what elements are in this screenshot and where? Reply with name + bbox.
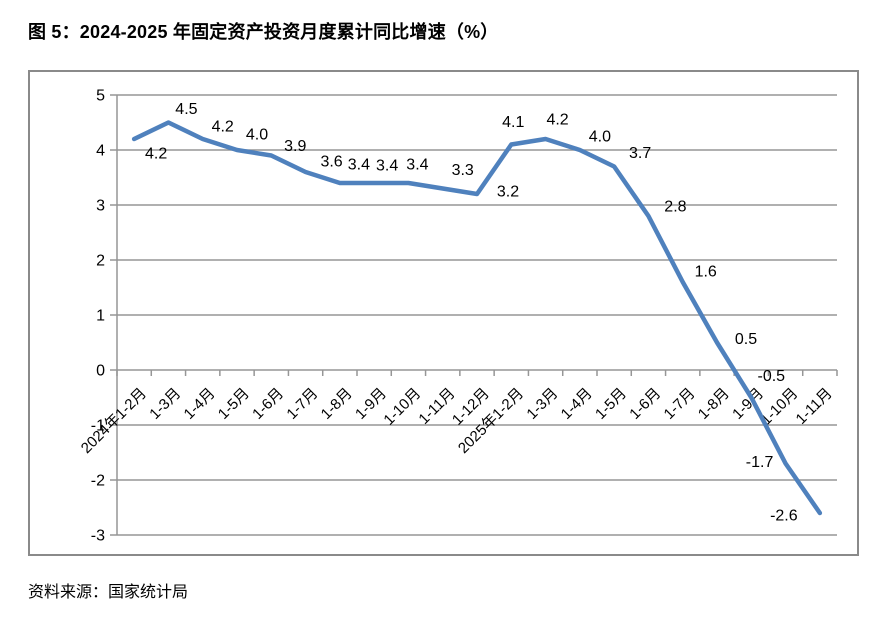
x-category-label: 1-4月 bbox=[181, 385, 219, 423]
data-point-label: 3.3 bbox=[452, 162, 474, 179]
x-category-label: 1-8月 bbox=[318, 385, 356, 423]
x-category-label: 1-7月 bbox=[283, 385, 321, 423]
data-point-label: 3.2 bbox=[497, 184, 519, 201]
y-tick-label: -3 bbox=[91, 528, 105, 545]
data-point-label: 4.2 bbox=[212, 119, 234, 136]
data-point-label: 4.0 bbox=[589, 129, 611, 146]
data-point-label: 0.5 bbox=[735, 331, 757, 348]
x-category-label: 2024年1-2月 bbox=[78, 385, 150, 457]
x-category-label: 1-5月 bbox=[215, 385, 253, 423]
data-point-label: 3.4 bbox=[406, 157, 428, 174]
data-point-label: 3.9 bbox=[284, 138, 306, 155]
data-point-label: 4.5 bbox=[175, 101, 197, 118]
data-point-label: 3.4 bbox=[376, 158, 398, 175]
data-point-label: 3.7 bbox=[629, 145, 651, 162]
x-category-label: 1-3月 bbox=[523, 385, 561, 423]
y-tick-label: -1 bbox=[91, 418, 105, 435]
x-category-label: 1-11月 bbox=[793, 385, 836, 428]
data-series-line bbox=[131, 120, 823, 516]
data-point-label: 4.1 bbox=[502, 114, 524, 131]
data-point-label: 4.0 bbox=[246, 127, 268, 144]
x-category-label: 1-11月 bbox=[415, 385, 458, 428]
data-point-label: 1.6 bbox=[695, 264, 717, 281]
y-tick-label: 3 bbox=[96, 198, 105, 215]
data-point-label: 4.2 bbox=[546, 112, 568, 129]
data-point-label: 2.8 bbox=[664, 199, 686, 216]
data-point-label: 3.6 bbox=[320, 154, 342, 171]
y-tick-label: 1 bbox=[96, 308, 105, 325]
x-category-label: 1-8月 bbox=[695, 385, 733, 423]
data-point-label: -2.6 bbox=[770, 508, 798, 525]
x-category-label: 1-6月 bbox=[249, 385, 287, 423]
source-note: 资料来源：国家统计局 bbox=[28, 584, 189, 601]
chart-frame: 5 4 3 2 1 0 -1 -2 -3 2024年1-2月 1-3月 1-4月 1-5月 1-6月 1-7… bbox=[28, 70, 859, 556]
x-category-label: 1-4月 bbox=[558, 385, 596, 423]
data-point-label: -1.7 bbox=[746, 454, 774, 471]
y-tick-label: 5 bbox=[96, 88, 105, 105]
y-tick-label: -2 bbox=[91, 473, 105, 490]
x-category-label: 1-7月 bbox=[661, 385, 699, 423]
data-point-label: 3.4 bbox=[348, 157, 370, 174]
data-point-label: 4.2 bbox=[145, 146, 167, 163]
y-tick-label: 0 bbox=[96, 363, 105, 380]
line-chart: 543210-1-2-32024年1-2月1-3月1-4月1-5月1-6月1-7… bbox=[78, 88, 838, 545]
x-category-label: 1-5月 bbox=[592, 385, 630, 423]
data-point-label: -0.5 bbox=[757, 368, 785, 385]
x-category-label: 1-10月 bbox=[380, 385, 424, 429]
y-tick-label: 4 bbox=[96, 143, 105, 160]
x-category-label: 1-6月 bbox=[626, 385, 664, 423]
figure-title: 图 5：2024-2025 年固定资产投资月度累计同比增速（%） bbox=[28, 22, 499, 42]
y-tick-label: 2 bbox=[96, 253, 105, 270]
x-category-label: 1-3月 bbox=[146, 385, 184, 423]
